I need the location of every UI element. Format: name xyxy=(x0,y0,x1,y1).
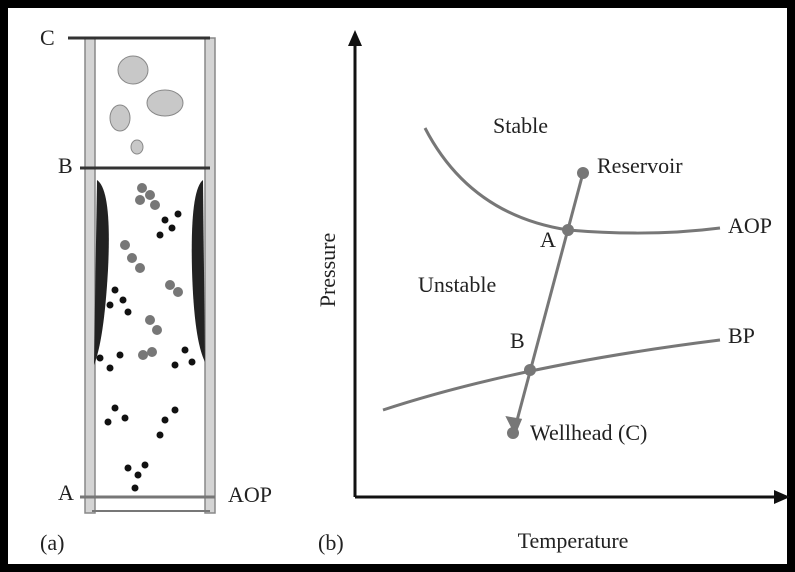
label-c: C xyxy=(40,25,55,50)
label-aop: AOP xyxy=(228,482,272,507)
figure: C B A AOP (a) Stable Reservoir AOP A Uns… xyxy=(0,0,795,572)
point-a: A xyxy=(540,227,556,252)
region-unstable: Unstable xyxy=(418,272,496,297)
point-reservoir: Reservoir xyxy=(597,153,683,178)
point-wellhead: Wellhead (C) xyxy=(530,420,647,445)
curve-bp: BP xyxy=(728,323,755,348)
x-axis-label: Temperature xyxy=(518,528,629,553)
caption-a: (a) xyxy=(40,530,64,555)
caption-b: (b) xyxy=(318,530,344,555)
label-a: A xyxy=(58,480,74,505)
curve-aop: AOP xyxy=(728,213,772,238)
point-b: B xyxy=(510,328,525,353)
region-stable: Stable xyxy=(493,113,548,138)
page: C B A AOP (a) Stable Reservoir AOP A Uns… xyxy=(0,0,795,572)
background xyxy=(8,8,787,564)
label-b: B xyxy=(58,153,73,178)
y-axis-label: Pressure xyxy=(315,233,340,308)
